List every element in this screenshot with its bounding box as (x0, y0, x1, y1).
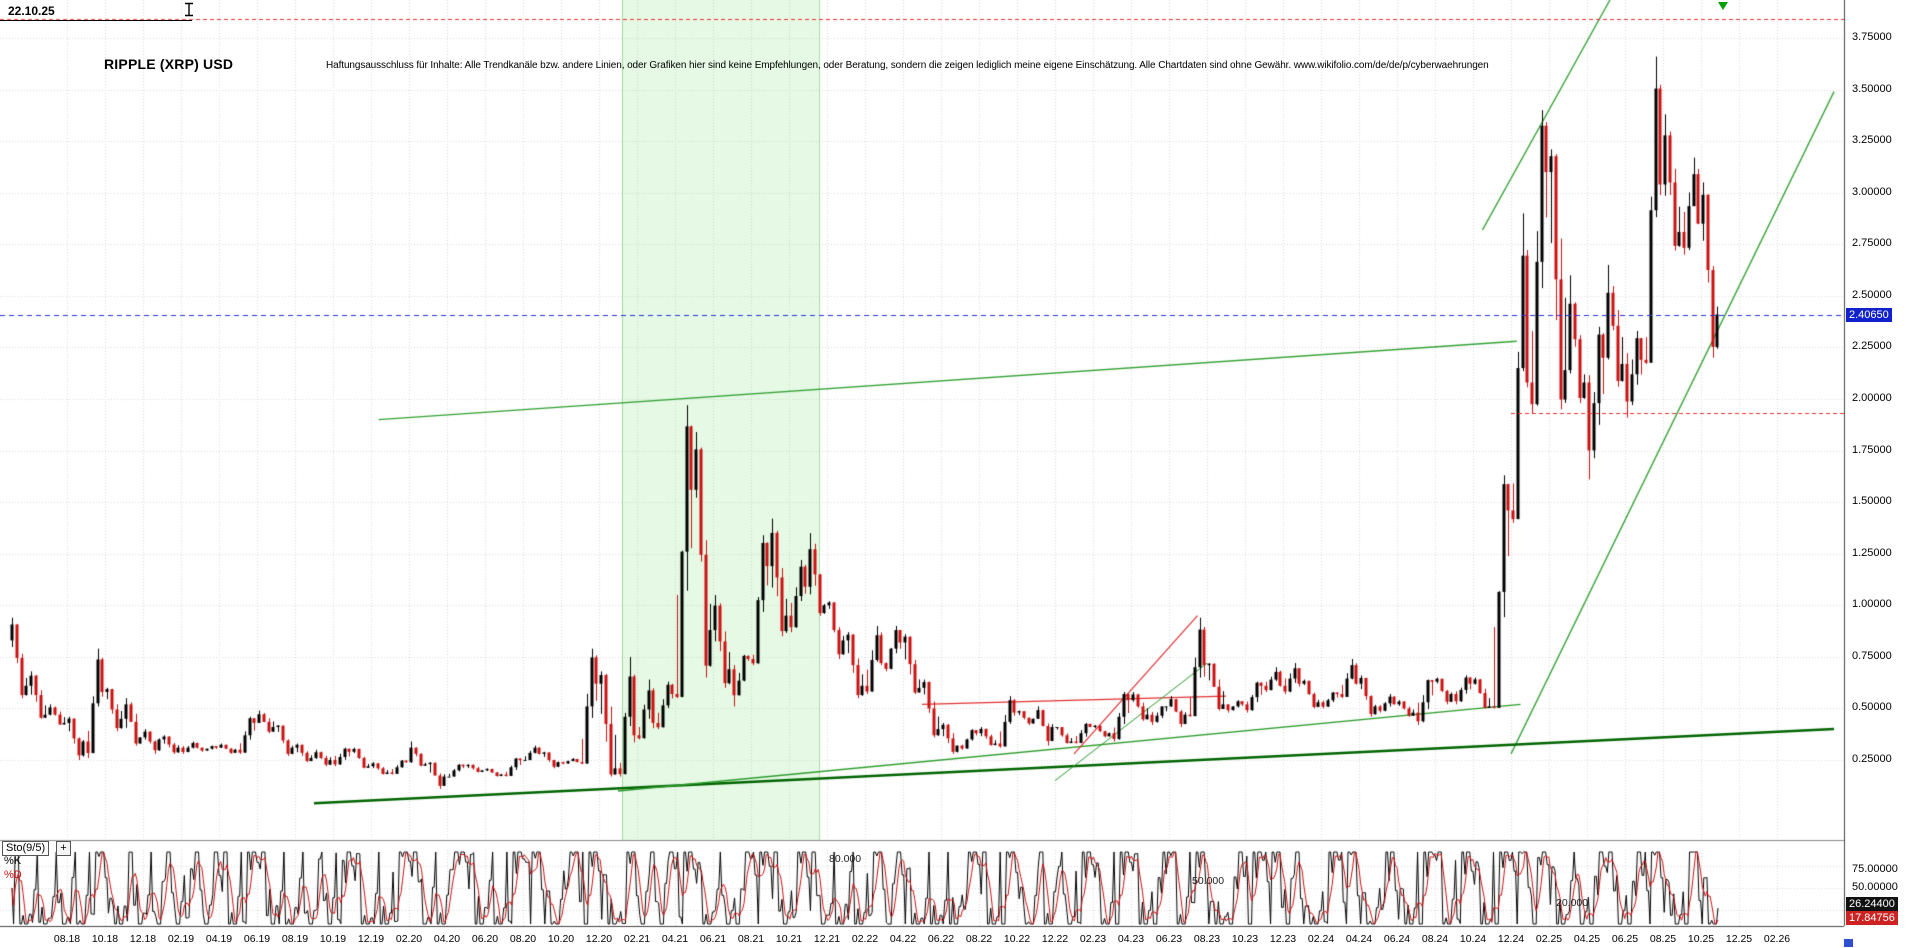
measure-line[interactable] (0, 20, 192, 21)
time-axis-label: 08.22 (965, 933, 993, 945)
time-axis-label: 02.23 (1079, 933, 1107, 945)
stochastic-gridline-label: 50.000 (1192, 875, 1225, 887)
time-axis-label: 06.19 (243, 933, 271, 945)
stochastic-d-value-tag: 17.84756 (1846, 911, 1898, 926)
stochastic-axis-label: 50.00000 (1852, 881, 1898, 893)
time-axis-label: 08.18 (53, 933, 81, 945)
price-axis-label: 1.00000 (1852, 598, 1892, 611)
time-axis-label: 04.24 (1345, 933, 1373, 945)
time-axis-label: 10.23 (1231, 933, 1259, 945)
time-axis-label: 12.25 (1725, 933, 1753, 945)
stochastic-gridline-label: 20.000 (1556, 896, 1589, 909)
time-axis-label: 12.19 (357, 933, 385, 945)
price-axis-label: 0.25000 (1852, 753, 1892, 766)
time-axis-label: 12.20 (585, 933, 613, 945)
time-axis-label: 04.21 (661, 933, 689, 945)
time-axis-label: 10.19 (319, 933, 347, 945)
time-axis-label: 10.18 (91, 933, 119, 945)
time-axis-label: 06.21 (699, 933, 727, 945)
time-axis-label: 02.24 (1307, 933, 1335, 945)
time-axis-label: 02.26 (1763, 933, 1791, 945)
time-axis-label: 10.20 (547, 933, 575, 945)
time-axis-label: 04.22 (889, 933, 917, 945)
time-axis-label: 02.22 (851, 933, 879, 945)
price-axis-label: 0.50000 (1852, 701, 1892, 714)
price-axis-label: 3.00000 (1852, 185, 1892, 198)
chart-date-label: 22.10.25 (8, 4, 55, 18)
time-axis-label: 04.20 (433, 933, 461, 945)
time-axis-label: 12.24 (1497, 933, 1525, 945)
cursor-ibeam-icon (183, 2, 195, 22)
price-axis-label: 0.75000 (1852, 649, 1892, 662)
time-axis-label: 12.23 (1269, 933, 1297, 945)
stochastic-k-label: %K (4, 855, 22, 867)
price-axis-label: 1.50000 (1852, 495, 1892, 508)
chart-title: RIPPLE (XRP) USD (104, 56, 234, 72)
stochastic-d-label: %D (4, 869, 22, 881)
time-axis-label: 04.19 (205, 933, 233, 945)
time-axis-label: 06.25 (1611, 933, 1639, 945)
marker-arrow-icon (1718, 2, 1728, 10)
time-axis-label: 08.24 (1421, 933, 1449, 945)
time-axis-label: 10.24 (1459, 933, 1487, 945)
price-axis-label: 2.00000 (1852, 392, 1892, 405)
stochastic-axis-label: 75.00000 (1852, 863, 1898, 875)
time-axis-label: 04.23 (1117, 933, 1145, 945)
time-axis-label: 06.24 (1383, 933, 1411, 945)
time-axis-label: 06.22 (927, 933, 955, 945)
price-axis-label: 3.25000 (1852, 134, 1892, 147)
time-axis-label: 08.20 (509, 933, 537, 945)
corner-mark (1844, 939, 1853, 947)
time-axis-label: 10.25 (1687, 933, 1715, 945)
time-axis-label: 02.20 (395, 933, 423, 945)
time-axis-label: 08.23 (1193, 933, 1221, 945)
time-axis-label: 10.21 (775, 933, 803, 945)
add-indicator-button[interactable]: + (56, 841, 71, 856)
time-axis-label: 12.18 (129, 933, 157, 945)
time-axis-label: 02.19 (167, 933, 195, 945)
time-axis-label: 06.23 (1155, 933, 1183, 945)
stochastic-k-value-tag: 26.24400 (1846, 897, 1898, 912)
stochastic-indicator-button[interactable]: Sto(9/5) (2, 841, 50, 856)
time-axis-label: 04.25 (1573, 933, 1601, 945)
time-axis-label: 10.22 (1003, 933, 1031, 945)
stochastic-gridline-label: 80.000 (829, 853, 862, 866)
time-axis-label: 08.19 (281, 933, 309, 945)
price-axis-label: 2.50000 (1852, 288, 1892, 301)
last-price-tag: 2.40650 (1846, 308, 1892, 323)
time-axis-label: 12.22 (1041, 933, 1069, 945)
time-axis-label: 12.21 (813, 933, 841, 945)
time-axis-label: 08.21 (737, 933, 765, 945)
price-axis-label: 3.75000 (1852, 31, 1892, 43)
price-axis-label: 2.25000 (1852, 340, 1892, 353)
price-axis-label: 1.75000 (1852, 443, 1892, 456)
time-axis-label: 02.25 (1535, 933, 1563, 945)
price-axis-label: 2.75000 (1852, 237, 1892, 250)
time-axis-label: 06.20 (471, 933, 499, 945)
time-axis-label: 02.21 (623, 933, 651, 945)
time-axis-label: 08.25 (1649, 933, 1677, 945)
price-axis-label: 3.50000 (1852, 82, 1892, 95)
disclaimer-text: Haftungsausschluss für Inhalte: Alle Tre… (326, 60, 1489, 71)
price-axis-label: 1.25000 (1852, 546, 1892, 559)
